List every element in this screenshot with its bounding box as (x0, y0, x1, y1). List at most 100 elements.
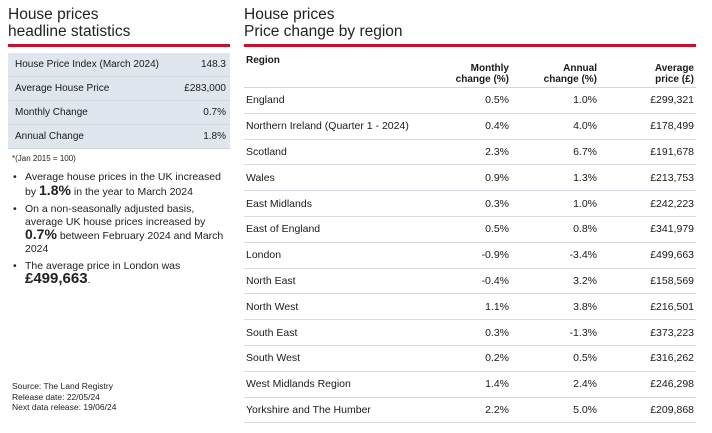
region-cell: Wales (246, 171, 275, 184)
average-price-cell: £216,501 (650, 300, 694, 313)
monthly-change-cell: -0.9% (481, 249, 509, 262)
stat-label: House Price Index (March 2024) (15, 59, 159, 70)
source-notes: Source: The Land Registry Release date: … (12, 381, 116, 413)
monthly-change-cell: 1.4% (485, 378, 509, 391)
region-cell: East Midlands (246, 197, 312, 210)
key-point-text: Average house prices in the UK increased… (25, 171, 221, 198)
average-price-cell: £246,298 (650, 378, 694, 391)
annual-change-cell: 4.0% (573, 120, 597, 133)
region-cell: South West (246, 352, 301, 365)
stat-value: £283,000 (184, 83, 226, 94)
average-price-cell: £191,678 (650, 145, 694, 158)
monthly-change-cell: 1.1% (485, 300, 509, 313)
key-point: • On a non-seasonally adjusted basis, ave… (8, 203, 230, 255)
average-price-cell: £316,262 (650, 352, 694, 365)
stat-row-average-price: Average House Price £283,000 (8, 77, 230, 101)
monthly-change-cell: 0.5% (485, 223, 509, 236)
key-points-list: • Average house prices in the UK increase… (8, 171, 230, 286)
monthly-change-cell: 0.3% (485, 326, 509, 339)
monthly-change-cell: 0.9% (485, 171, 509, 184)
average-price-cell: £299,321 (650, 94, 694, 107)
average-price-cell: £373,223 (650, 326, 694, 339)
region-cell: London (246, 249, 282, 262)
header-line: Annual (563, 63, 597, 74)
header-monthly-change: Monthly change (%) (434, 63, 509, 85)
header-line: Monthly (470, 63, 509, 74)
header-line: Average (654, 63, 694, 74)
annual-change-cell: 1.3% (573, 171, 597, 184)
average-price-cell: £213,753 (650, 171, 694, 184)
bullet-icon: • (13, 260, 17, 272)
key-point: • The average price in London was £499,66… (8, 260, 230, 286)
monthly-change-cell: 2.2% (485, 403, 509, 416)
annual-change-cell: -1.3% (569, 326, 597, 339)
key-point-text: . (87, 273, 91, 286)
key-point-text: On a non-seasonally adjusted basis, aver… (25, 203, 206, 228)
source-line: Source: The Land Registry (12, 381, 113, 391)
average-price-cell: £158,569 (650, 274, 694, 287)
header-line: change (%) (455, 74, 509, 85)
region-title-line2: Price change by region (244, 23, 403, 40)
monthly-change-cell: 0.2% (485, 352, 509, 365)
region-cell: South East (246, 326, 298, 339)
annual-change-cell: 2.4% (573, 378, 597, 391)
region-rule (244, 44, 696, 47)
table-row: North West 1.1% 3.8% £216,501 (244, 294, 696, 321)
stat-value: 0.7% (203, 107, 226, 118)
annual-change-cell: 1.0% (573, 94, 597, 107)
key-point-figure: 1.8% (39, 181, 71, 198)
region-cell: Scotland (246, 145, 287, 158)
header-line: price (£) (655, 74, 694, 85)
hpi-footnote: *(Jan 2015 = 100) (12, 154, 76, 163)
table-row: Wales 0.9% 1.3% £213,753 (244, 165, 696, 192)
stat-value: 1.8% (203, 131, 226, 142)
annual-change-cell: 0.5% (573, 352, 597, 365)
headline-title-line2: headline statistics (8, 23, 131, 40)
region-cell: Yorkshire and The Humber (246, 403, 371, 416)
annual-change-cell: 6.7% (573, 145, 597, 158)
table-row: East of England 0.5% 0.8% £341,979 (244, 217, 696, 243)
table-row: West Midlands Region 1.4% 2.4% £246,298 (244, 372, 696, 398)
region-cell: England (246, 94, 285, 107)
key-point-figure: £499,663 (25, 269, 88, 287)
table-row: Scotland 2.3% 6.7% £191,678 (244, 140, 696, 166)
monthly-change-cell: 0.5% (485, 94, 509, 107)
table-row: Northern Ireland (Quarter 1 - 2024) 0.4% 4… (244, 114, 696, 140)
release-date: Release date: 22/05/24 (12, 391, 100, 402)
annual-change-cell: 3.2% (573, 274, 597, 287)
headline-panel: House prices headline statistics House P… (8, 6, 230, 291)
average-price-cell: £178,499 (650, 120, 694, 133)
headline-stats-table: House Price Index (March 2024) 148.3 Ave… (8, 53, 230, 149)
region-table-header: Region Monthly change (%) Annual change … (244, 53, 696, 88)
key-point-figure: 0.7% (25, 226, 57, 242)
annual-change-cell: 0.8% (573, 223, 597, 236)
region-cell: Northern Ireland (Quarter 1 - 2024) (246, 120, 409, 133)
stat-label: Annual Change (15, 131, 84, 142)
annual-change-cell: 3.8% (573, 300, 597, 313)
monthly-change-cell: 0.3% (485, 197, 509, 210)
headline-rule (8, 44, 230, 47)
headline-title: House prices headline statistics (8, 6, 230, 40)
average-price-cell: £242,223 (650, 197, 694, 210)
region-cell: East of England (246, 223, 321, 236)
header-region: Region (246, 55, 280, 66)
key-point-text: The average price in London was (25, 260, 181, 272)
monthly-change-cell: 0.4% (485, 120, 509, 133)
bullet-icon: • (13, 171, 17, 183)
average-price-cell: £341,979 (650, 223, 694, 236)
key-point-text: between February 2024 and March 2024 (25, 230, 224, 255)
region-table-body: England 0.5% 1.0% £299,321 Northern Ireland … (244, 88, 696, 424)
monthly-change-cell: 2.3% (485, 145, 509, 158)
stat-label: Monthly Change (15, 107, 88, 118)
header-annual-change: Annual change (%) (509, 63, 597, 85)
key-point-text: in the year to March 2024 (70, 185, 193, 198)
table-row: East Midlands 0.3% 1.0% £242,223 (244, 191, 696, 217)
stat-row-annual-change: Annual Change 1.8% (8, 125, 230, 149)
region-cell: West Midlands Region (246, 378, 351, 391)
bullet-icon: • (13, 203, 17, 215)
region-table: Region Monthly change (%) Annual change … (244, 53, 696, 424)
region-cell: North East (246, 274, 296, 287)
stat-value: 148.3 (200, 59, 226, 70)
region-title-line1: House prices (244, 6, 335, 23)
annual-change-cell: 1.0% (573, 197, 597, 210)
